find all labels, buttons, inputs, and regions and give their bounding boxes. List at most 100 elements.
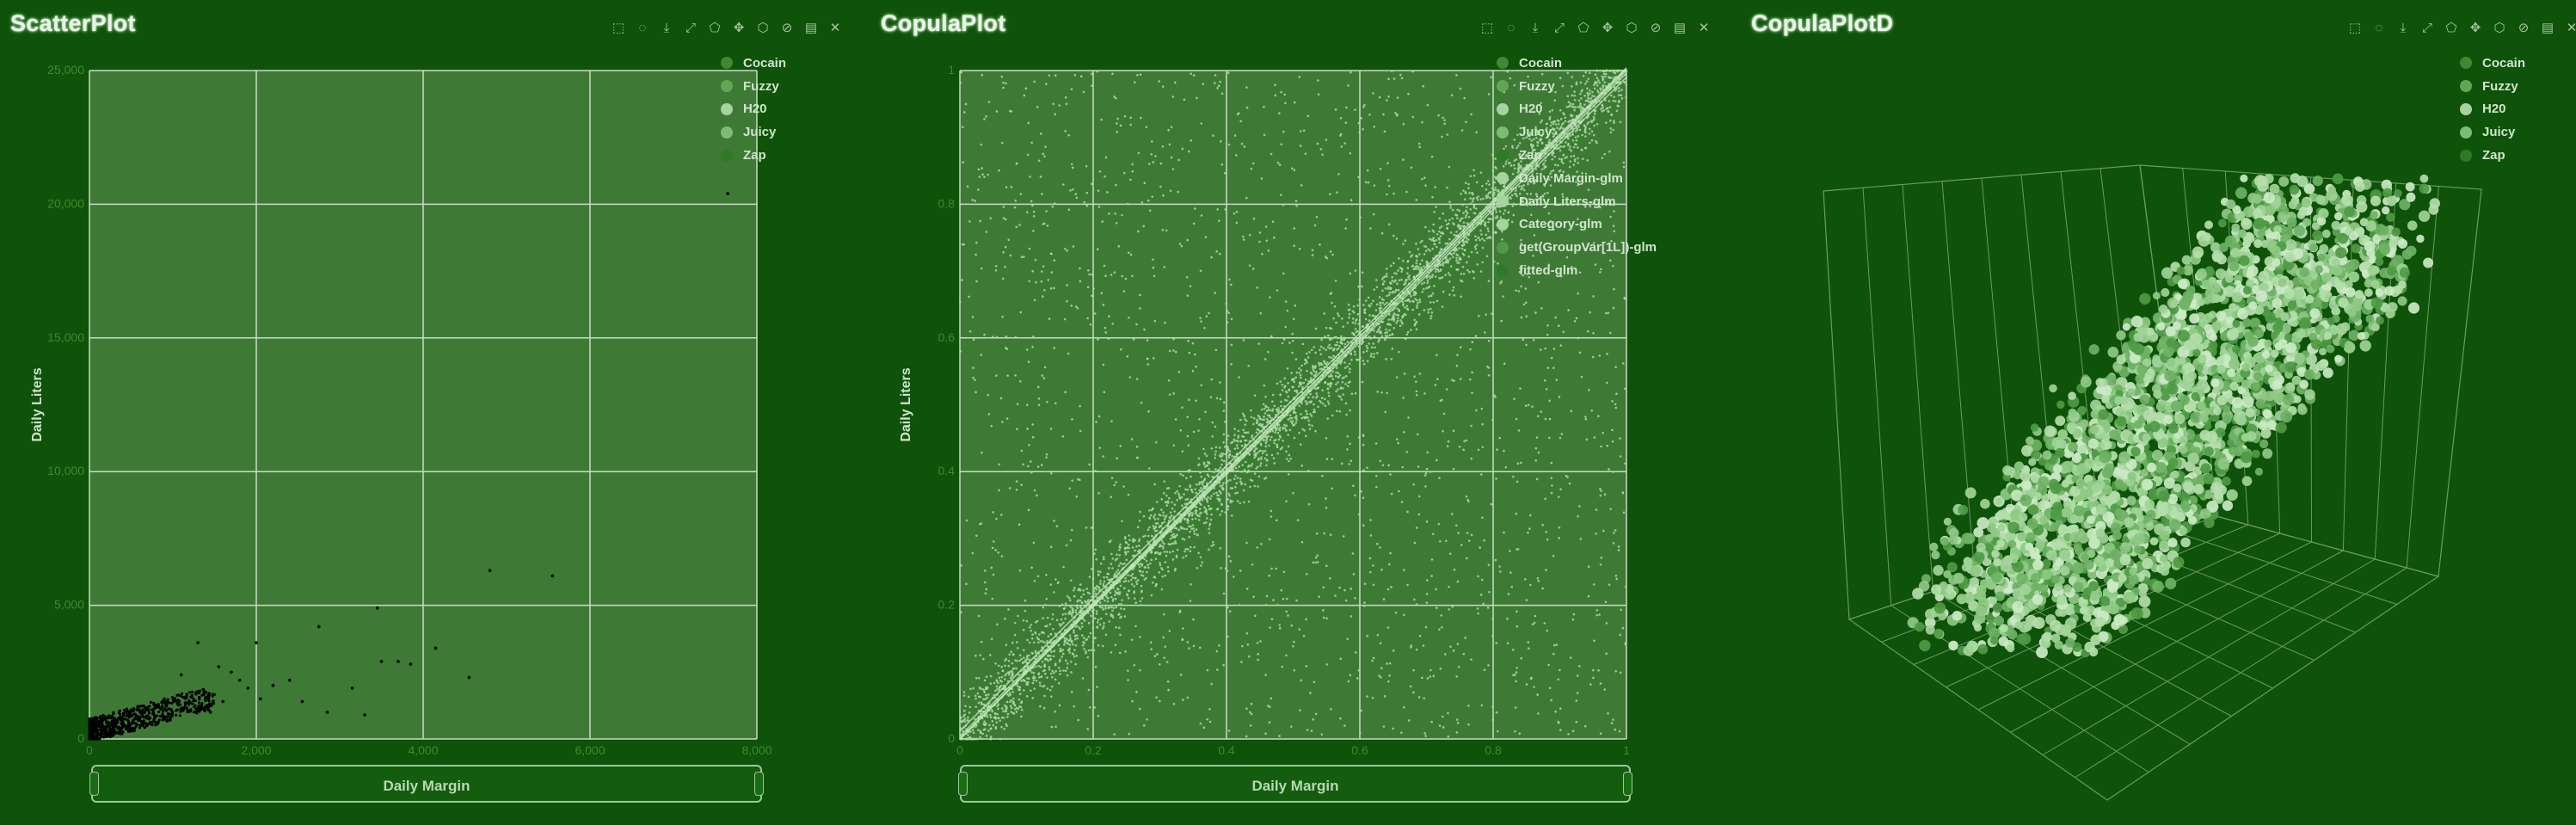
- data-point: [1307, 419, 1310, 422]
- data-point: [1245, 632, 1249, 635]
- data-point: [193, 705, 196, 709]
- data-point: [1103, 391, 1106, 394]
- data-point: [1520, 316, 1523, 319]
- brush-icon[interactable]: ⬡: [1626, 21, 1638, 35]
- data-point: [1194, 353, 1196, 356]
- data-zoom-handle-left[interactable]: [89, 772, 99, 796]
- data-point: [1067, 613, 1070, 615]
- data-point: [1068, 647, 1071, 650]
- data-point: [1331, 414, 1334, 417]
- data-point: [1307, 502, 1311, 506]
- data-point: [1140, 597, 1144, 600]
- data-point: [1253, 484, 1257, 488]
- data-point: [1256, 465, 1259, 469]
- data-point: [1147, 163, 1151, 165]
- close-icon[interactable]: ✕: [829, 21, 841, 35]
- data-point: [1127, 574, 1129, 577]
- legend-item[interactable]: Cocain: [721, 52, 786, 75]
- data-point: [1356, 677, 1359, 680]
- legend-item[interactable]: H20: [721, 98, 786, 121]
- reset-zoom-icon[interactable]: ⤢: [1553, 21, 1565, 35]
- data-view-icon[interactable]: ▤: [804, 21, 818, 35]
- rect-zoom-icon[interactable]: ⬚: [1480, 21, 1494, 35]
- data-point: [1289, 457, 1293, 460]
- polygon-select-icon[interactable]: ⬠: [709, 21, 721, 35]
- legend-item[interactable]: Zap: [721, 144, 786, 167]
- data-view-icon[interactable]: ▤: [1673, 21, 1687, 35]
- data-point: [1578, 351, 1582, 354]
- clear-select-icon[interactable]: ⊘: [781, 21, 793, 35]
- data-point: [1077, 599, 1079, 601]
- data-point: [1405, 337, 1407, 340]
- data-point: [1499, 570, 1502, 573]
- data-point: [1170, 126, 1173, 128]
- data-point: [1481, 184, 1484, 188]
- data-point: [989, 713, 992, 717]
- data-point: [1163, 518, 1166, 520]
- data-point: [1438, 226, 1442, 230]
- data-point: [89, 734, 92, 737]
- close-icon[interactable]: ✕: [1698, 21, 1710, 35]
- download-icon[interactable]: ⤓: [1532, 21, 1539, 35]
- data-point: [1378, 338, 1380, 342]
- data-point: [1131, 699, 1134, 703]
- data-zoom-slider[interactable]: Daily Margin: [89, 765, 764, 803]
- data-point: [1314, 429, 1317, 433]
- data-point: [1604, 311, 1608, 315]
- data-point: [1330, 347, 1333, 349]
- data-point: [1608, 331, 1612, 335]
- polygon-select-icon[interactable]: ⬠: [1577, 21, 1589, 35]
- data-point: [1546, 366, 1549, 369]
- data-point: [1115, 570, 1118, 574]
- data-point: [1549, 184, 1552, 187]
- pan-icon[interactable]: ✥: [733, 21, 745, 35]
- data-point: [1325, 617, 1328, 620]
- lasso-icon[interactable]: ◌: [1507, 21, 1515, 35]
- data-point: [1045, 456, 1048, 459]
- data-point: [1477, 575, 1479, 578]
- data-point: [1200, 214, 1203, 217]
- data-point: [1263, 407, 1266, 410]
- data-point: [1049, 583, 1053, 586]
- scatterplot-svg[interactable]: 0 2,000 4,000 6,000 8,00005,00010,00015,0002…: [0, 0, 869, 825]
- data-point: [1105, 576, 1109, 579]
- legend-item[interactable]: Fuzzy: [721, 75, 786, 98]
- data-point: [1319, 345, 1323, 348]
- data-point: [106, 724, 109, 728]
- rect-zoom-icon[interactable]: ⬚: [612, 21, 625, 35]
- brush-icon[interactable]: ⬡: [757, 21, 769, 35]
- data-point: [1593, 95, 1595, 98]
- data-point: [1326, 346, 1330, 348]
- data-point: [1091, 72, 1093, 76]
- data-point: [1051, 205, 1054, 208]
- data-point: [128, 730, 132, 733]
- clear-select-icon[interactable]: ⊘: [1650, 21, 1662, 35]
- legend-item[interactable]: Juicy: [721, 120, 786, 144]
- data-point: [968, 220, 971, 223]
- data-point: [1534, 311, 1537, 314]
- data-point: [1575, 139, 1578, 142]
- data-point: [1577, 183, 1579, 187]
- pan-icon[interactable]: ✥: [1602, 21, 1614, 35]
- data-point: [1177, 494, 1181, 497]
- data-point: [1456, 217, 1459, 219]
- data-point: [1385, 358, 1387, 360]
- data-point: [1189, 285, 1192, 287]
- download-icon[interactable]: ⤓: [663, 21, 670, 35]
- data-point: [1001, 315, 1004, 318]
- data-point: [1323, 360, 1326, 364]
- data-point: [1034, 651, 1037, 654]
- reset-zoom-icon[interactable]: ⤢: [685, 21, 696, 35]
- chart-toolbar: ⬚ ◌ ⤓ ⤢ ⬠ ✥ ⬡ ⊘ ▤ ✕: [609, 19, 845, 38]
- data-point: [139, 723, 143, 728]
- data-point: [1299, 443, 1302, 446]
- data-zoom-handle-right[interactable]: [754, 772, 764, 796]
- lasso-icon[interactable]: ◌: [638, 21, 647, 35]
- data-point: [1258, 417, 1261, 420]
- data-point: [1206, 513, 1208, 515]
- data-point: [984, 592, 987, 595]
- data-point: [1191, 512, 1194, 514]
- data-point: [987, 393, 990, 397]
- data-point: [179, 710, 182, 713]
